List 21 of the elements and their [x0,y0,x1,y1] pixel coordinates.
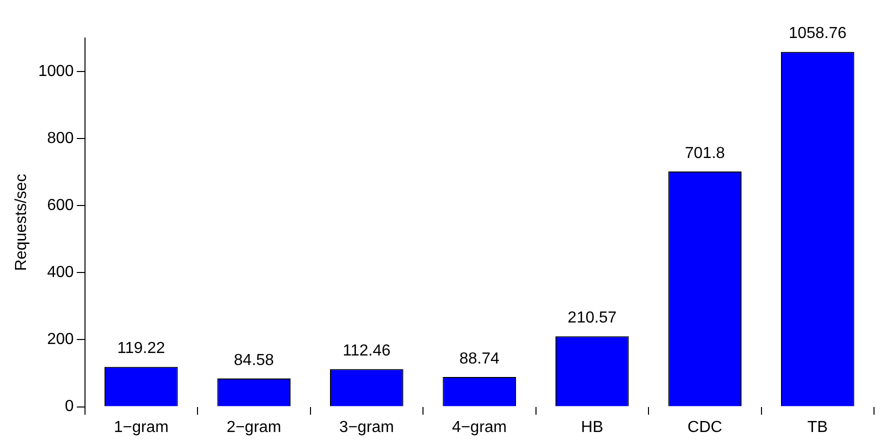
x-tick-label: HB [581,418,604,436]
x-tick-label: CDC [688,418,722,436]
x-tick-label: 4−gram [452,418,507,436]
y-tick-label: 1000 [38,62,74,80]
x-tick-label: TB [807,418,828,436]
y-axis-title: Requests/sec [13,174,30,271]
data-label: 701.8 [684,144,725,162]
y-tick-label: 800 [47,130,74,147]
data-label: 88.74 [459,350,500,368]
x-tick-label: 1−gram [114,418,169,436]
data-label: 112.46 [342,342,391,360]
y-tick-label: 0 [64,398,74,416]
data-label: 1058.76 [788,25,847,42]
data-label: 119.22 [117,340,166,358]
y-tick-label: 200 [47,331,74,348]
x-tick-label: 2−gram [226,418,282,436]
data-label: 84.58 [234,352,274,369]
y-tick-label: 600 [47,197,74,214]
data-label: 210.57 [568,310,617,327]
x-tick-label: 3−gram [339,418,394,436]
y-tick-label: 400 [47,264,74,282]
